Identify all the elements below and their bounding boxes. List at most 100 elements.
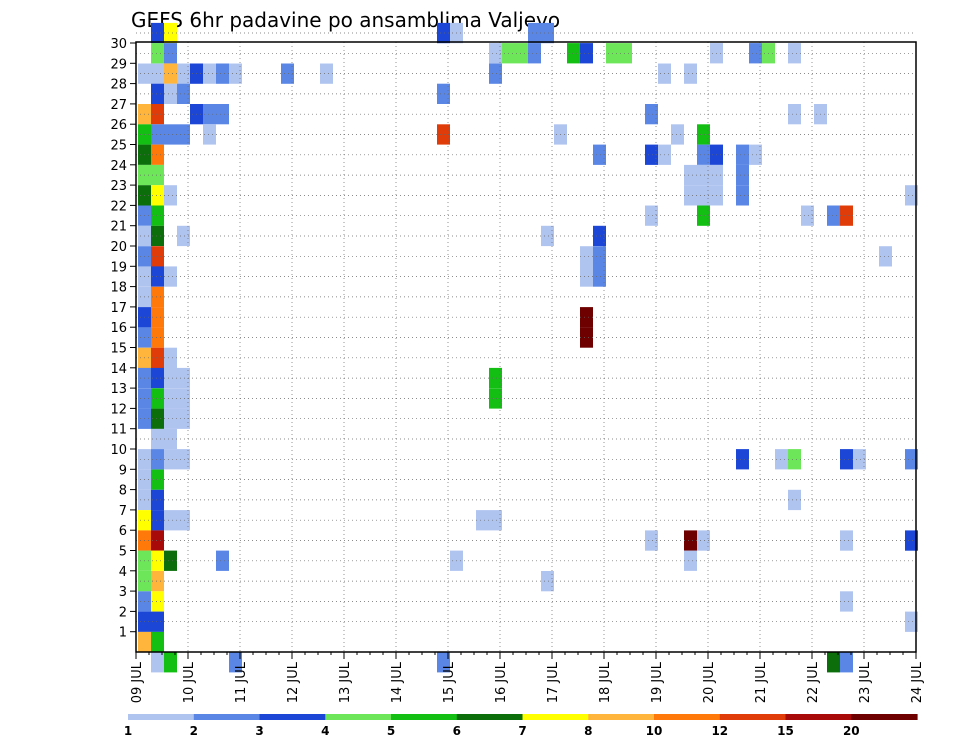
- heatmap-cell: [151, 144, 164, 165]
- y-tick-label: 2: [119, 605, 127, 620]
- x-tick-label: 17 JUL: [546, 661, 561, 703]
- heatmap-cell: [164, 185, 177, 206]
- heatmap-cell: [177, 63, 190, 84]
- heatmap-cell: [567, 43, 580, 64]
- heatmap-cell: [645, 530, 658, 551]
- heatmap-cell: [151, 530, 164, 551]
- heatmap-cell: [216, 63, 229, 84]
- heatmap-cell: [203, 104, 216, 125]
- x-tick-label: 22 JUL: [806, 661, 821, 703]
- heatmap-cell: [229, 652, 242, 673]
- colorbar-label: 20: [843, 724, 860, 738]
- heatmap-cell: [203, 63, 216, 84]
- colorbar-swatch: [588, 714, 655, 720]
- heatmap-cell: [164, 347, 177, 368]
- heatmap-cell: [164, 428, 177, 450]
- heatmap-cell: [437, 124, 450, 145]
- heatmap-cell: [151, 469, 164, 490]
- heatmap-cell: [905, 611, 918, 632]
- y-tick-label: 7: [119, 504, 127, 519]
- heatmap-cell: [879, 246, 892, 267]
- heatmap-cell: [840, 652, 853, 673]
- x-tick-label: 20 JUL: [702, 661, 717, 703]
- heatmap-cell: [164, 550, 177, 571]
- heatmap-cell: [437, 83, 450, 104]
- heatmap-cell: [697, 205, 710, 226]
- heatmap-cell: [164, 388, 177, 409]
- heatmap-cell: [736, 185, 749, 206]
- colorbar-label: 3: [255, 724, 263, 738]
- heatmap-cell: [151, 489, 164, 511]
- heatmap-cell: [905, 530, 918, 551]
- heatmap-cell: [788, 43, 801, 64]
- heatmap-cell: [593, 266, 606, 287]
- heatmap-cell: [645, 104, 658, 125]
- y-tick-label: 17: [110, 301, 127, 316]
- heatmap-cell: [749, 144, 762, 165]
- colorbar-label: 6: [453, 724, 461, 738]
- colorbar-swatch: [325, 714, 392, 720]
- colorbar-legend: 1 2 3 4 5 6 7 8 10 12 15 20: [124, 714, 918, 738]
- heatmap-cell: [177, 124, 190, 145]
- heatmap-cell: [541, 22, 554, 44]
- heatmap-cell: [645, 205, 658, 226]
- heatmap-cell: [151, 550, 164, 571]
- heatmap-cell: [684, 164, 697, 186]
- heatmap-cells: [138, 22, 918, 673]
- y-tick-label: 19: [110, 260, 127, 275]
- grid-lines: [136, 32, 916, 652]
- heatmap-cell: [203, 124, 216, 145]
- colorbar-swatch: [128, 714, 195, 720]
- heatmap-cell: [528, 43, 541, 64]
- heatmap-cell: [151, 408, 164, 429]
- x-tick-label: 09 JUL: [130, 661, 145, 703]
- y-tick-label: 24: [110, 159, 127, 174]
- heatmap-cell: [671, 124, 684, 145]
- x-tick-label: 13 JUL: [338, 661, 353, 703]
- x-tick-label: 14 JUL: [390, 661, 405, 703]
- y-tick-label: 4: [119, 565, 127, 580]
- x-tick-label: 16 JUL: [494, 661, 509, 703]
- heatmap-cell: [593, 246, 606, 267]
- heatmap-cell: [840, 205, 853, 226]
- heatmap-cell: [151, 449, 164, 470]
- heatmap-cell: [164, 43, 177, 64]
- heatmap-cell: [684, 550, 697, 571]
- colorbar-label: 7: [518, 724, 526, 738]
- heatmap-cell: [151, 43, 164, 64]
- x-tick-label: 18 JUL: [598, 661, 613, 703]
- colorbar-swatch: [259, 714, 326, 720]
- heatmap-cell: [164, 367, 177, 389]
- heatmap-cell: [151, 104, 164, 125]
- colorbar-label: 2: [190, 724, 198, 738]
- heatmap-cell: [151, 246, 164, 267]
- colorbar-swatch: [719, 714, 787, 720]
- heatmap-cell: [164, 449, 177, 470]
- heatmap-cell: [541, 225, 554, 247]
- heatmap-cell: [151, 631, 164, 653]
- heatmap-cell: [177, 510, 190, 531]
- x-tick-label: 23 JUL: [858, 661, 873, 703]
- colorbar-label: 10: [646, 724, 663, 738]
- colorbar-swatch: [391, 714, 458, 720]
- heatmap-cell: [489, 388, 502, 409]
- heatmap-cell: [788, 449, 801, 470]
- heatmap-cell: [281, 63, 294, 84]
- heatmap-cell: [749, 43, 762, 64]
- heatmap-cell: [489, 43, 502, 64]
- heatmap-cell: [437, 652, 450, 673]
- heatmap-cell: [684, 530, 697, 551]
- heatmap-cell: [580, 266, 593, 287]
- heatmap-cell: [151, 611, 164, 632]
- y-tick-label: 25: [110, 139, 127, 154]
- y-tick-label: 14: [110, 362, 127, 377]
- heatmap-cell: [593, 225, 606, 247]
- y-tick-label: 30: [110, 37, 127, 52]
- y-tick-label: 6: [119, 524, 127, 539]
- y-tick-label: 18: [110, 281, 127, 296]
- y-tick-label: 12: [110, 402, 127, 417]
- y-tick-label: 8: [119, 484, 127, 499]
- y-tick-label: 21: [110, 220, 127, 235]
